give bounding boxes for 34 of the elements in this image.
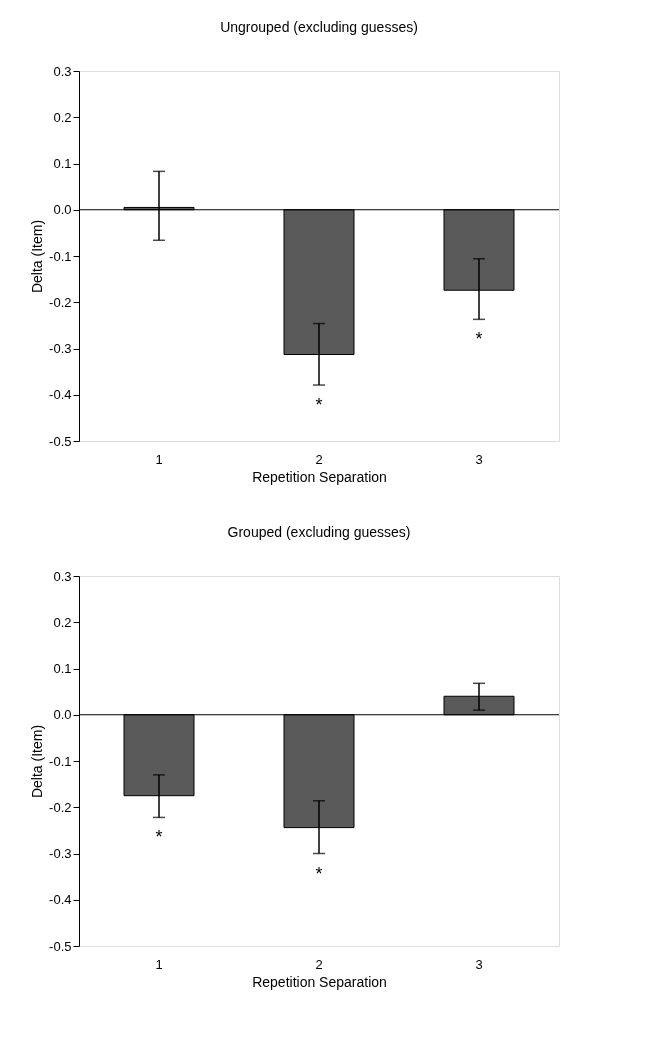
y-tick-label: 0.0 [53,202,72,218]
y-tick-label: -0.5 [49,433,72,449]
x-tick-label: 2 [315,451,323,467]
y-tick-label: 0.1 [53,661,72,676]
y-tick-label: -0.1 [49,753,72,769]
y-tick-label: -0.1 [49,248,72,264]
x-tick-label: 1 [155,451,163,467]
y-tick-label: -0.2 [49,294,72,310]
x-tick-label: 1 [155,956,163,972]
chart-title: Grouped (excluding guesses) [227,524,411,540]
y-tick-label: -0.3 [49,846,72,861]
y-tick-label: 0.3 [53,63,72,79]
y-tick-label: 0.1 [53,156,72,171]
data-label: * [315,863,323,884]
x-axis-title: Repetition Separation [252,973,387,990]
y-tick-label: 0.2 [53,109,72,125]
y-tick-label: -0.5 [49,938,72,954]
y-tick-label: -0.4 [49,892,72,908]
y-tick-label: -0.2 [49,799,72,815]
y-tick-label: 0.2 [53,614,72,630]
y-axis-title: Delta (Item) [29,219,46,294]
y-tick-label: 0.0 [53,707,72,723]
data-label: * [475,329,483,350]
y-tick-label: -0.4 [49,387,72,403]
y-axis-title: Delta (Item) [29,724,46,799]
y-tick-label: 0.3 [53,568,72,584]
x-tick-label: 3 [475,451,483,467]
chart-title: Ungrouped (excluding guesses) [220,19,418,35]
data-label: * [155,827,163,848]
data-label: * [315,395,323,416]
x-tick-label: 3 [475,956,483,972]
x-axis-title: Repetition Separation [252,468,387,485]
y-tick-label: -0.3 [49,341,72,356]
x-tick-label: 2 [315,956,323,972]
